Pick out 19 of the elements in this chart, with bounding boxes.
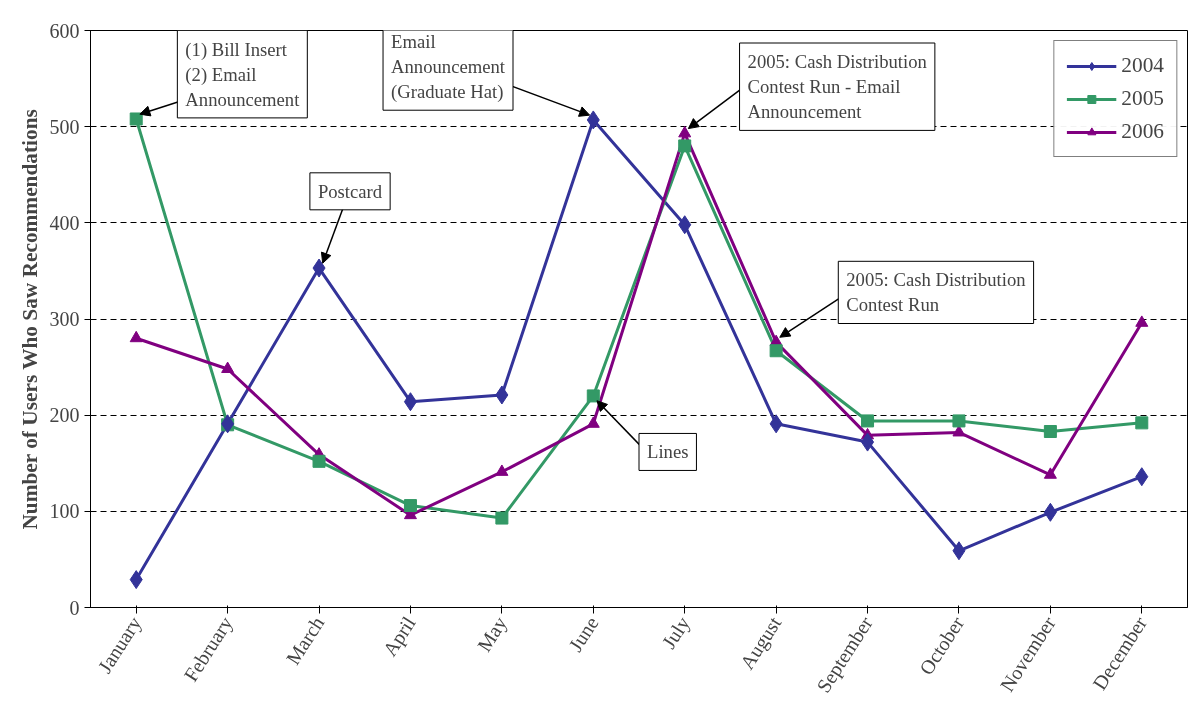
legend-label: 2004 — [1121, 53, 1164, 78]
annotation: Postcard — [317, 180, 383, 202]
y-tick-label: 300 — [49, 308, 80, 330]
annotation: 2005: Cash Distribution Contest Run — [846, 269, 1027, 316]
annotation: Email Announcement (Graduate Hat) — [391, 30, 506, 104]
legend-label: 2006 — [1121, 119, 1164, 144]
x-tick-label: July — [657, 612, 695, 654]
x-tick-label: June — [564, 612, 603, 656]
annotation: Lines — [647, 441, 689, 463]
annotation: 2005: Cash Distribution Contest Run - Email Announcement — [747, 51, 928, 123]
y-tick-label: 500 — [49, 115, 80, 138]
y-axis-title: Number of Users Who Saw Recommendations — [17, 109, 42, 530]
y-tick-label: 100 — [49, 500, 80, 523]
y-tick-label: 600 — [49, 19, 80, 42]
legend-label: 2005 — [1121, 86, 1164, 111]
y-tick-label: 200 — [49, 404, 80, 427]
y-tick-label: 400 — [49, 211, 80, 234]
y-tick-label: 0 — [69, 596, 80, 619]
annotation: (1) Bill Insert (2) Email Announcement — [185, 38, 301, 110]
